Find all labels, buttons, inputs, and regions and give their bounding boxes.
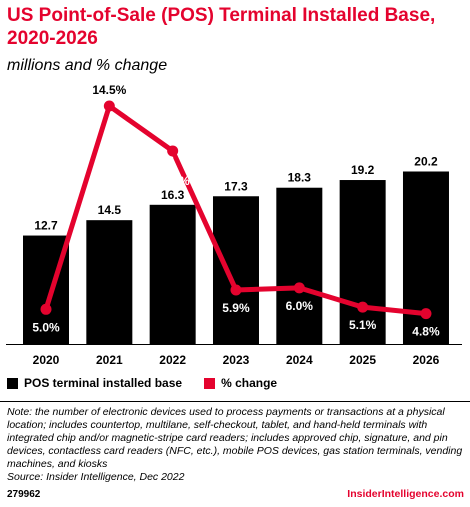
legend-label-line: % change	[221, 376, 278, 390]
bar-2022	[149, 204, 196, 344]
bar-2025	[339, 180, 386, 344]
legend-label-bars: POS terminal installed base	[24, 376, 183, 390]
chart-title: US Point-of-Sale (POS) Terminal Installe…	[7, 5, 436, 49]
line-point-2025	[357, 301, 369, 313]
bar-2024	[276, 187, 323, 344]
x-tick-label-2025: 2025	[349, 353, 376, 367]
x-tick-label-2022: 2022	[159, 353, 186, 367]
bar-label-2020: 12.7	[34, 219, 58, 233]
line-label-2025: 5.1%	[349, 318, 377, 332]
brand-link[interactable]: InsiderIntelligence.com	[347, 488, 464, 500]
line-point-2022	[167, 145, 179, 157]
legend-item-line: % change	[204, 376, 277, 390]
divider	[0, 401, 470, 402]
note-text: Note: the number of electronic devices u…	[7, 406, 463, 470]
x-tick-label-2024: 2024	[286, 353, 313, 367]
line-label-2024: 6.0%	[286, 299, 314, 313]
line-label-2023: 5.9%	[222, 301, 250, 315]
source-text: Source: Insider Intelligence, Dec 2022	[7, 471, 185, 483]
legend-swatch-line	[204, 377, 216, 389]
bar-label-2023: 17.3	[224, 179, 248, 193]
x-tick-label-2021: 2021	[96, 353, 123, 367]
line-point-2020	[40, 303, 52, 315]
line-label-2020: 5.0%	[32, 320, 60, 334]
chart-subtitle: millions and % change	[7, 57, 168, 74]
legend-swatch-bars	[7, 377, 18, 389]
bar-label-2022: 16.3	[161, 188, 185, 202]
bar-2023	[212, 196, 259, 344]
x-tick-label-2026: 2026	[413, 353, 440, 367]
legend: POS terminal installed base % change	[7, 376, 299, 390]
line-label-2026: 4.8%	[412, 325, 440, 339]
chart: 12.7 14.5 16.3 17.3 18.3 19.2 20.2 5.0% 14.5% 12.…	[6, 83, 462, 367]
chart-note: Note: the number of electronic devices u…	[7, 406, 465, 484]
bar-label-2021: 14.5	[98, 203, 122, 217]
bar-label-2025: 19.2	[351, 163, 375, 177]
legend-item-bars: POS terminal installed base	[7, 376, 182, 390]
line-point-2024	[293, 282, 305, 294]
bars-layer	[23, 171, 449, 344]
chart-id: 279962	[7, 489, 41, 500]
x-tick-label-2023: 2023	[223, 353, 250, 367]
bar-2021	[86, 220, 133, 344]
bar-label-2024: 18.3	[288, 171, 312, 185]
line-label-2022: 12.4%	[156, 174, 190, 188]
line-label-2021: 14.5%	[92, 83, 126, 97]
x-tick-label-2020: 2020	[33, 353, 60, 367]
line-point-2021	[103, 100, 115, 112]
x-axis: 2020 2021 2022 2023 2024 2025 2026	[6, 344, 462, 367]
line-point-2026	[420, 308, 432, 320]
line-point-2023	[230, 284, 242, 296]
line-layer	[40, 100, 432, 320]
bar-label-2026: 20.2	[414, 154, 438, 168]
labels-layer: 12.7 14.5 16.3 17.3 18.3 19.2 20.2 5.0% 14.5% 12.…	[32, 83, 440, 339]
